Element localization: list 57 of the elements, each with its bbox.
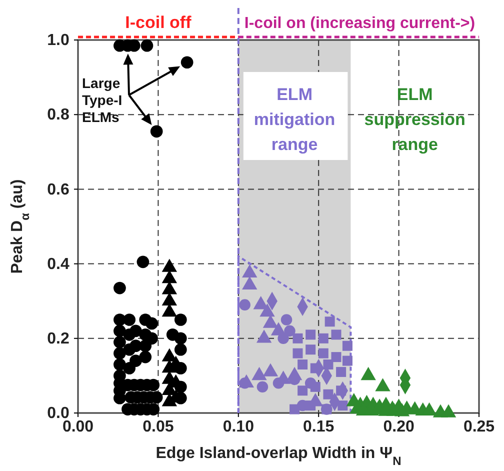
y-tick-label: 0.6 (47, 181, 70, 198)
point (323, 360, 334, 370)
annotation: ELM suppression range (364, 85, 466, 154)
point (292, 333, 303, 344)
point (306, 330, 316, 340)
x-tick-label: 0.10 (222, 418, 254, 436)
point (114, 282, 126, 294)
point (123, 314, 136, 326)
point (174, 343, 187, 356)
point (292, 348, 303, 358)
point (139, 350, 152, 364)
point (174, 314, 187, 326)
point (310, 382, 320, 392)
x-tick-label: 0.05 (142, 418, 174, 436)
point (331, 330, 342, 340)
point (114, 336, 126, 348)
point (280, 314, 292, 326)
point (318, 348, 328, 358)
point (174, 332, 187, 345)
annotation: Large Type-I ELMs (82, 75, 122, 125)
point (298, 386, 308, 396)
point (336, 366, 346, 377)
band-label: ELM mitigation range (254, 85, 336, 154)
point (130, 324, 142, 338)
point (290, 404, 300, 414)
y-tick-label: 0.2 (47, 330, 70, 348)
point (256, 381, 268, 393)
x-axis-title: Edge Island-overlap Width in Ψ$_{N}$ (156, 445, 402, 468)
y-tick-label: 0.8 (47, 106, 70, 124)
point (338, 400, 348, 411)
point (146, 317, 158, 330)
x-tick-label: 0.00 (62, 418, 94, 436)
point (336, 386, 346, 396)
y-tick-label: 1.0 (47, 32, 70, 50)
point (140, 39, 154, 52)
point (331, 352, 342, 362)
point (130, 354, 142, 367)
point (306, 400, 316, 411)
point (272, 378, 284, 389)
x-tick-label: 0.15 (303, 418, 334, 436)
y-tick-label: 0.4 (47, 256, 70, 273)
x-tick-label: 0.20 (383, 418, 414, 436)
point (136, 256, 150, 268)
text: I-coil off (125, 13, 192, 32)
point (306, 344, 316, 355)
point (318, 333, 328, 344)
point (284, 325, 296, 337)
point (150, 125, 163, 138)
point (324, 316, 335, 327)
point (323, 389, 334, 400)
point (298, 360, 308, 370)
text: I-coil on (increasing current->) (244, 15, 476, 32)
point (239, 299, 250, 310)
point (342, 356, 352, 366)
point (180, 56, 194, 69)
x-tick-label: 0.25 (463, 418, 495, 436)
point (342, 340, 352, 351)
